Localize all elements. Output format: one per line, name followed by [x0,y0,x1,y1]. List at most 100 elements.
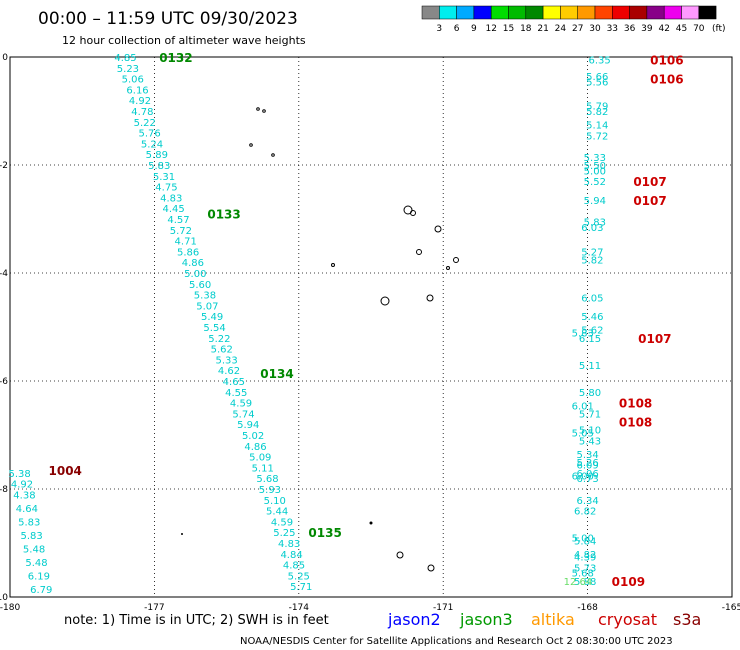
plot-frame [9,56,733,598]
swh-value-point: 4.59 [230,399,252,410]
x-tick-label: -171 [433,603,453,613]
satellite-legend-s3a: s3a [673,610,701,629]
swh-value-point: 5.83 [148,161,170,172]
swh-value-point: 5.86 [177,247,199,258]
x-tick-label: -168 [577,603,598,613]
swh-value-point: 4.62 [218,366,240,377]
color-scale-swatch [456,5,475,20]
island-outline [256,107,260,111]
color-scale-swatch [421,5,440,20]
swh-value-point: 5.34 [576,450,598,461]
swh-value-point: 5.82 [581,256,603,267]
swh-value-point: 5.10 [264,496,286,507]
swh-value-point: 5.72 [586,131,608,142]
island-outline [426,294,434,302]
color-scale-label: 9 [471,24,477,34]
swh-value-point: 6.35 [589,56,611,67]
island-outline [369,521,373,525]
swh-value-point: 4.39 [574,553,596,564]
swh-value-point: 5.49 [201,312,223,323]
color-scale-swatch [594,5,613,20]
color-scale-label: 18 [520,24,532,34]
pass-number-label: 0107 [638,332,671,346]
x-tick-label: -174 [289,603,310,613]
satellite-legend-cryosat: cryosat [598,610,657,629]
swh-value-point: 5.88 [574,577,596,588]
swh-value-point: 4.59 [271,517,293,528]
swh-value-point: 4.75 [155,183,177,194]
swh-value-point: 5.72 [170,226,192,237]
satellite-legend-altika: altika [531,610,575,629]
swh-value-point: 5.62 [211,345,233,356]
island-outline [331,263,335,267]
swh-value-point: 6.34 [576,496,598,507]
color-scale-swatch [439,5,457,20]
color-scale-label: 42 [658,24,669,34]
color-scale-swatch [646,5,665,20]
color-scale-swatch [525,5,544,20]
swh-value-point: 4.45 [163,204,185,215]
color-scale-label: 24 [555,24,567,34]
satellite-legend-jason2: jason2 [387,610,441,629]
swh-value-point: 4.82 [574,550,596,561]
swh-value-point: 5.79 [586,102,608,113]
color-scale-label: 6 [454,24,460,34]
swh-value-point: 5.24 [141,139,163,150]
color-scale-label: 21 [537,24,548,34]
swh-value-point: 6.79 [30,585,52,596]
pass-number-label: 0133 [207,208,240,222]
swh-value-point: 4.83 [278,539,300,550]
island-outline [416,249,422,255]
swh-value-point: 5.05 [572,428,594,439]
color-scale-swatch [663,5,682,20]
satellite-legend: jason2 jason3 altika cryosat s3a [387,610,701,629]
y-tick-label: -4 [0,269,8,279]
color-scale-swatch [542,5,561,20]
island-outlines [181,107,459,572]
swh-value-point: 4.86 [244,442,266,453]
swh-value-point: 5.60 [189,280,211,291]
swh-value-point: 5.22 [134,118,156,129]
pass-number-label: 0109 [612,575,645,589]
swh-value-point: 5.09 [249,453,271,464]
swh-value-point: 5.93 [259,485,281,496]
swh-value-point: 5.71 [579,409,601,420]
chart-title: 00:00 – 11:59 UTC 09/30/2023 [38,9,298,29]
swh-value-point: 4.57 [167,215,189,226]
color-scale-unit: (ft) [712,24,726,34]
swh-value-point: 4.65 [223,377,245,388]
swh-value-point: 5.38 [194,291,216,302]
y-tick-label: -10 [0,593,8,603]
swh-value-point: 5.25 [288,571,310,582]
swh-value-point: 5.73 [574,563,596,574]
color-scale-swatch [612,5,630,20]
swh-value-point: 5.10 [579,426,601,437]
pass-number-label: 0107 [633,194,666,208]
color-scale-swatch [577,5,596,20]
swh-value-point: 5.22 [208,334,230,345]
swh-value-point: 5.54 [203,323,225,334]
color-scale-label: 30 [589,24,601,34]
color-scale-swatch [560,5,578,20]
color-scale-swatch [681,5,700,20]
color-scale-label: 45 [676,24,687,34]
color-scale-label: 12 [485,24,496,34]
swh-value-point: 4.92 [129,96,151,107]
swh-value-point: 5.84 [574,536,596,547]
swh-value-point: 6.15 [579,334,601,345]
island-outline [410,210,416,216]
swh-value-point: 5.27 [581,247,603,258]
plot-area: -180 -177 -174 -171 -168 -165 0 -2 -4 -6 -8 -10 4.8… [0,51,740,613]
swh-value-point: 5.89 [146,150,168,161]
swh-value-point: 5.25 [273,528,295,539]
swh-value-point: 6.19 [28,571,50,582]
y-tick-label: 0 [2,53,8,63]
color-scale-label: 36 [624,24,636,34]
swh-value-point: 5.68 [256,474,278,485]
swh-value-point: 5.06 [122,75,144,86]
pass-number-label: 0132 [159,51,192,65]
chart-subtitle: 12 hour collection of altimeter wave hei… [62,34,306,47]
island-outline [396,551,404,559]
swh-value-point: 4.86 [182,258,204,269]
